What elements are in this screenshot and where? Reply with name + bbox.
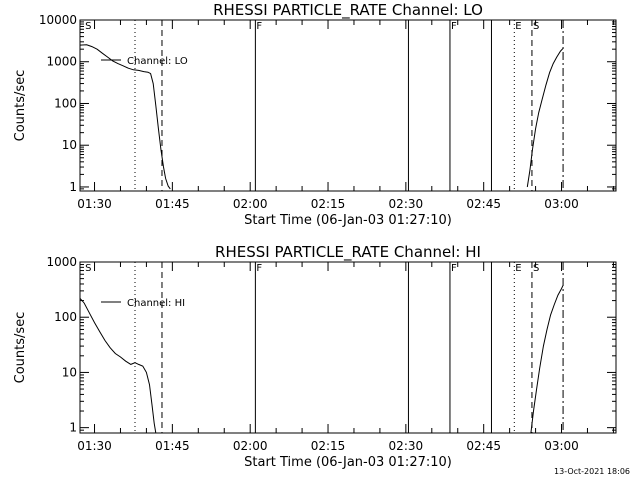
series-line [80,44,171,190]
y-tick-label: 10000 [39,13,77,27]
y-tick-label: 1000 [46,255,77,269]
event-marker-label: S [533,21,539,32]
event-marker-label: S [85,263,91,274]
x-tick-label: 02:00 [233,197,268,211]
y-tick-label: 1 [69,421,77,435]
event-marker-label: E [515,263,521,274]
legend-label: Channel: HI [127,298,185,309]
x-axis-label: Start Time (06-Jan-03 01:27:10) [244,455,452,470]
y-tick-label: 1 [69,180,77,194]
event-marker-label: F [451,21,457,32]
plot-frame [79,19,617,192]
x-tick-label: 02:30 [389,439,424,453]
event-marker-label: F [256,21,262,32]
y-axis-label: Counts/sec [13,70,28,142]
y-tick-label: 100 [54,96,77,110]
x-tick-label: 01:30 [77,197,112,211]
x-tick-label: 01:30 [77,439,112,453]
legend-label: Channel: LO [127,56,188,67]
series-line [530,284,564,433]
chart-title: RHESSI PARTICLE_RATE Channel: LO [213,1,483,20]
x-axis-label: Start Time (06-Jan-03 01:27:10) [244,213,452,228]
x-tick-label: 02:45 [466,439,501,453]
x-tick-label: 02:00 [233,439,268,453]
y-axis-label: Counts/sec [13,312,28,384]
series-line [526,47,564,188]
x-tick-label: 02:15 [311,439,346,453]
x-tick-label: 03:00 [544,439,579,453]
event-marker-label: F [256,263,262,274]
y-tick-label: 100 [54,310,77,324]
y-tick-label: 10 [62,365,77,379]
x-tick-label: 02:30 [389,197,424,211]
x-tick-label: 01:45 [155,439,190,453]
x-tick-label: 01:45 [155,197,190,211]
series-line [80,297,157,433]
event-marker-label: F [451,263,457,274]
event-marker-label: S [85,21,91,32]
y-tick-label: 1000 [46,55,77,69]
y-tick-label: 10 [62,138,77,152]
plot-frame [79,261,617,434]
event-marker-label: E [515,21,521,32]
x-tick-label: 03:00 [544,197,579,211]
event-marker-label: S [533,263,539,274]
x-tick-label: 02:15 [311,197,346,211]
plot-timestamp: 13-Oct-2021 18:06 [554,467,630,476]
chart-title: RHESSI PARTICLE_RATE Channel: HI [215,243,481,262]
x-tick-label: 02:45 [466,197,501,211]
